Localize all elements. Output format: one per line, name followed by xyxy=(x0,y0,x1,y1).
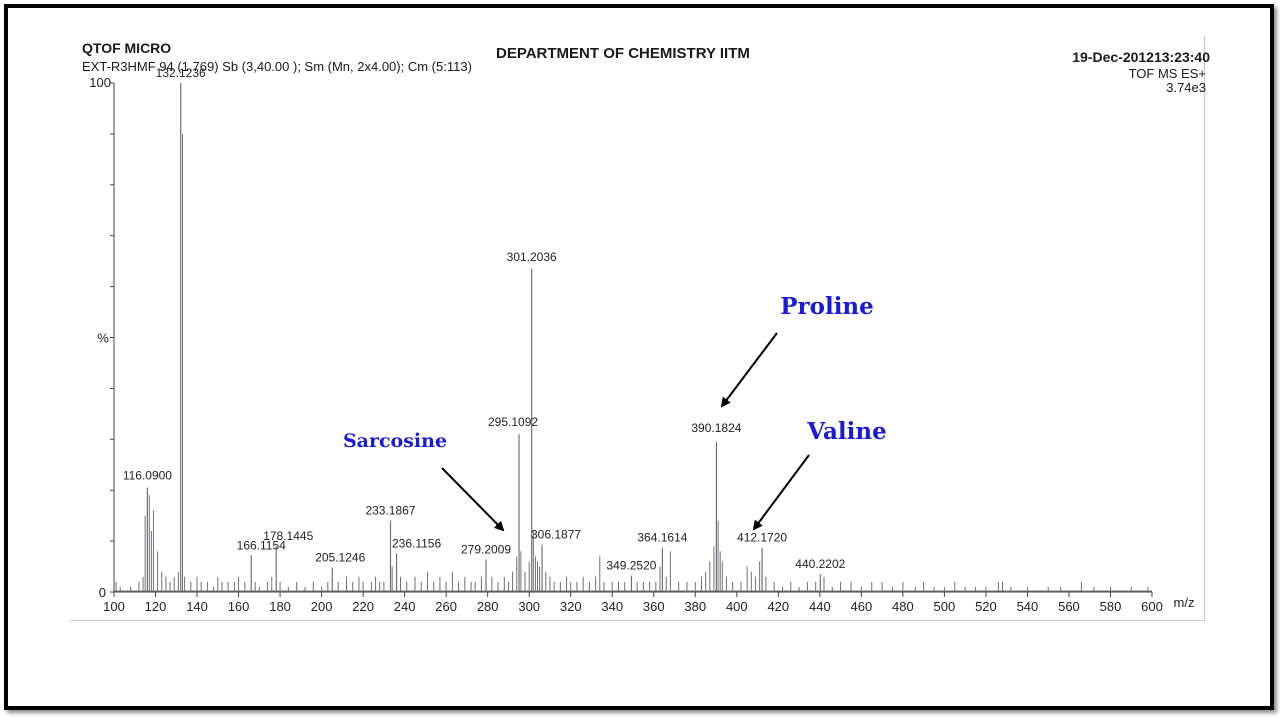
x-tick-label: 220 xyxy=(352,599,374,614)
x-tick-label: 400 xyxy=(726,599,748,614)
x-tick-label: 280 xyxy=(477,599,499,614)
y-tick-label: 100 xyxy=(89,75,111,90)
peak-label: 349.2520 xyxy=(606,559,656,573)
x-axis-label: m/z xyxy=(1174,595,1195,610)
x-tick-label: 380 xyxy=(684,599,706,614)
compound-label-proline: Proline xyxy=(780,293,874,320)
paper-sheet xyxy=(70,36,1205,621)
x-tick-label: 580 xyxy=(1100,599,1122,614)
compound-label-valine: Valine xyxy=(806,418,886,445)
x-tick-label: 600 xyxy=(1141,599,1163,614)
x-tick-label: 100 xyxy=(103,599,125,614)
peak-label: 440.2202 xyxy=(795,557,845,571)
y-axis-label: % xyxy=(97,331,109,346)
peak-label: 233.1867 xyxy=(365,504,415,518)
x-tick-label: 540 xyxy=(1017,599,1039,614)
peak-label: 295.1092 xyxy=(488,415,538,429)
peak-label: 178.1445 xyxy=(263,529,313,543)
peak-lines: 116.0900 132.1236 166.1154178.1445205.1246… xyxy=(114,66,1152,592)
x-tick-label: 200 xyxy=(311,599,333,614)
compound-annotations: Sarcosine Proline Valine xyxy=(343,293,887,532)
compound-label-sarcosine: Sarcosine xyxy=(343,430,447,452)
x-tick-label: 260 xyxy=(435,599,457,614)
x-tick-label: 120 xyxy=(145,599,167,614)
department-title: DEPARTMENT OF CHEMISTRY IITM xyxy=(496,45,750,62)
x-tick-label: 180 xyxy=(269,599,291,614)
peak-label: 301.2036 xyxy=(507,250,557,264)
ms-mode: TOF MS ES+ xyxy=(1128,66,1206,81)
peak-label: 132.1236 xyxy=(156,66,206,80)
acquisition-datetime: 19-Dec-201213:23:40 xyxy=(1072,49,1210,65)
x-tick-label: 240 xyxy=(394,599,416,614)
peak-label: 412.1720 xyxy=(737,531,787,545)
x-tick-label: 360 xyxy=(643,599,665,614)
x-tick-label: 500 xyxy=(934,599,956,614)
chart-axes: 100 120 140 160 180 200 220 240 260 280 300 320 340 3… xyxy=(89,75,1194,614)
x-tick-label: 520 xyxy=(975,599,997,614)
arrow-proline xyxy=(720,332,778,408)
arrow-valine xyxy=(752,454,810,531)
peak-label: 364.1614 xyxy=(637,531,687,545)
peak-label: 205.1246 xyxy=(315,551,365,565)
scan-info: EXT-R3HMF 94 (1.769) Sb (3,40.00 ); Sm (… xyxy=(82,59,472,74)
x-tick-label: 320 xyxy=(560,599,582,614)
peak-label: 166.1154 xyxy=(237,538,286,552)
y-tick-label: 0 xyxy=(99,585,106,600)
peak-label: 236.1156 xyxy=(392,536,441,550)
arrow-sarcosine xyxy=(441,467,505,532)
x-tick-label: 480 xyxy=(892,599,914,614)
peak-label: 306.1877 xyxy=(531,528,581,542)
x-tick-label: 160 xyxy=(228,599,250,614)
x-tick-label: 340 xyxy=(601,599,623,614)
x-tick-label: 460 xyxy=(851,599,873,614)
peak-label: 390.1824 xyxy=(691,421,741,435)
instrument-name: QTOF MICRO xyxy=(82,40,172,56)
x-tick-label: 140 xyxy=(186,599,208,614)
peak-label: 279.2009 xyxy=(461,542,511,556)
x-tick-label: 420 xyxy=(767,599,789,614)
x-tick-label: 300 xyxy=(518,599,540,614)
intensity-scale: 3.74e3 xyxy=(1166,80,1206,95)
x-tick-label: 440 xyxy=(809,599,831,614)
x-tick-label: 560 xyxy=(1058,599,1080,614)
peak-label: 116.0900 xyxy=(123,469,172,483)
